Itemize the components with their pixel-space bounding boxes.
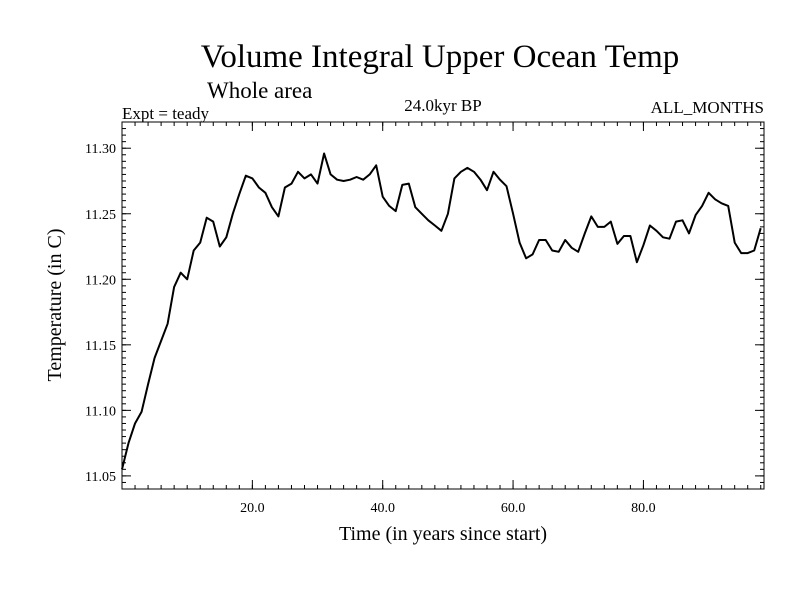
x-tick-label: 80.0	[631, 501, 656, 516]
y-axis: 11.05 11.10 11.15 11.20 11.25 11.30	[85, 142, 764, 485]
x-axis: 20.0 40.0 60.0 80.0	[240, 122, 656, 516]
chart-title: Volume Integral Upper Ocean Temp	[201, 39, 679, 75]
plot-frame	[121, 121, 765, 490]
chart-subtitle: Whole area	[207, 78, 312, 103]
expt-label: Expt = teady	[122, 104, 210, 123]
y-tick-label: 11.30	[85, 142, 116, 157]
series-line-temperature	[121, 152, 762, 470]
months-label: ALL_MONTHS	[651, 98, 764, 117]
minor-ticks	[122, 121, 764, 490]
period-label: 24.0kyr BP	[404, 96, 481, 115]
y-tick-label: 11.20	[85, 273, 116, 288]
x-tick-label: 20.0	[240, 501, 265, 516]
y-tick-label: 11.05	[85, 470, 116, 485]
y-tick-label: 11.15	[85, 339, 116, 354]
y-tick-label: 11.10	[85, 404, 116, 419]
x-tick-label: 40.0	[370, 501, 395, 516]
x-tick-label: 60.0	[501, 501, 526, 516]
y-tick-label: 11.25	[85, 208, 116, 223]
y-axis-label: Temperature (in C)	[44, 229, 66, 382]
x-axis-label: Time (in years since start)	[339, 523, 547, 545]
